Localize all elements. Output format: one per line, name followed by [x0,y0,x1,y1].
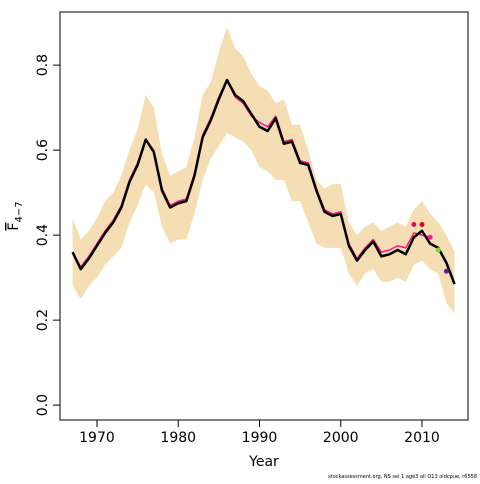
confidence-band [72,26,455,314]
end-point [435,247,441,253]
end-point [411,222,417,227]
x-axis-label: Year [248,454,279,470]
y-tick-label: 0.8 [35,54,51,76]
end-point [419,222,425,227]
y-tick-label: 0.0 [35,394,51,416]
end-point [427,234,433,240]
x-tick-label: 1980 [160,430,196,446]
x-tick-label: 1970 [79,430,115,446]
y-axis-label: F4−7 [6,201,25,230]
x-tick-label: 2000 [323,430,359,446]
series-line [71,78,456,285]
y-label-subscript: 4−7 [14,201,25,222]
y-label-main: F [6,223,22,231]
y-tick-label: 0.4 [35,224,51,246]
plot-frame [59,11,469,421]
y-tick-label: 0.2 [35,309,51,331]
footnote: stockassessment.org, NS sel 1 age3 all Q… [328,474,477,480]
y-tick-label: 0.6 [35,139,51,161]
x-tick-label: 2010 [404,430,440,446]
x-tick-label: 1990 [242,430,278,446]
end-point [443,268,449,274]
